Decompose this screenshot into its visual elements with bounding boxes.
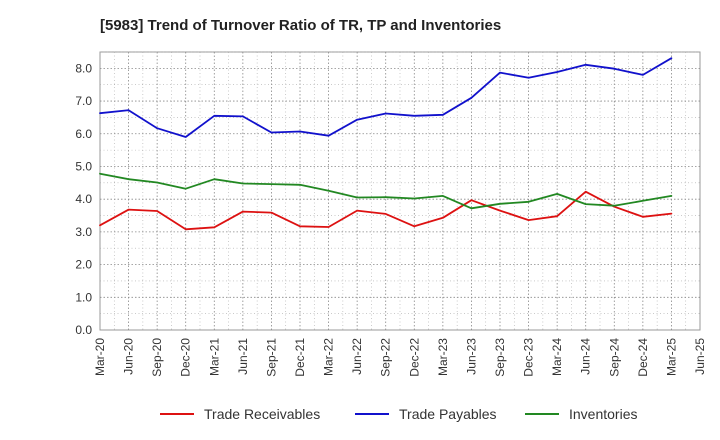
x-tick-label: Jun-22 xyxy=(350,338,364,375)
x-tick-label: Dec-22 xyxy=(407,338,421,377)
x-tick-label: Jun-24 xyxy=(579,338,593,375)
x-tick-label: Dec-20 xyxy=(179,338,193,377)
x-tick-label: Jun-25 xyxy=(693,338,707,375)
x-tick-label: Dec-23 xyxy=(522,338,536,377)
y-tick-label: 0.0 xyxy=(75,323,92,337)
y-tick-label: 7.0 xyxy=(75,94,92,108)
legend-label-trade-payables: Trade Payables xyxy=(399,406,497,422)
x-tick-label: Sep-22 xyxy=(379,338,393,377)
x-tick-label: Sep-23 xyxy=(493,338,507,377)
legend: Trade Receivables Trade Payables Inventori… xyxy=(160,406,637,422)
series-line-inventories xyxy=(99,172,673,210)
x-tick-label: Sep-20 xyxy=(150,338,164,377)
y-tick-label: 1.0 xyxy=(75,290,92,304)
y-tick-label: 6.0 xyxy=(75,127,92,141)
x-tick-label: Jun-23 xyxy=(464,338,478,375)
x-tick-label: Sep-24 xyxy=(607,338,621,377)
y-tick-label: 8.0 xyxy=(75,61,92,75)
x-tick-label: Jun-21 xyxy=(236,338,250,375)
x-tick-label: Mar-23 xyxy=(436,338,450,376)
x-tick-label: Jun-20 xyxy=(122,338,136,375)
y-tick-label: 4.0 xyxy=(75,192,92,206)
x-tick-label: Mar-20 xyxy=(93,338,107,376)
x-tick-label: Mar-22 xyxy=(322,338,336,376)
x-tick-label: Mar-25 xyxy=(664,338,678,376)
x-tick-label: Dec-21 xyxy=(293,338,307,377)
y-tick-label: 3.0 xyxy=(75,225,92,239)
legend-label-inventories: Inventories xyxy=(569,406,637,422)
x-tick-label: Mar-24 xyxy=(550,338,564,376)
chart-title: [5983] Trend of Turnover Ratio of TR, TP… xyxy=(100,17,501,34)
x-tick-label: Dec-24 xyxy=(636,338,650,377)
series-lines xyxy=(99,57,673,231)
series-line-trade-payables xyxy=(99,57,673,138)
x-tick-label: Mar-21 xyxy=(207,338,221,376)
plot-area xyxy=(99,51,701,331)
legend-label-trade-receivables: Trade Receivables xyxy=(204,406,320,422)
axis-tick-labels: 0.0 1.0 2.0 3.0 4.0 5.0 6.0 7.0 8.0 Mar-20 Jun-20 S… xyxy=(75,61,707,376)
y-tick-label: 5.0 xyxy=(75,159,92,173)
x-tick-label: Sep-21 xyxy=(264,338,278,377)
y-tick-label: 2.0 xyxy=(75,258,92,272)
grid-lines xyxy=(100,51,700,330)
